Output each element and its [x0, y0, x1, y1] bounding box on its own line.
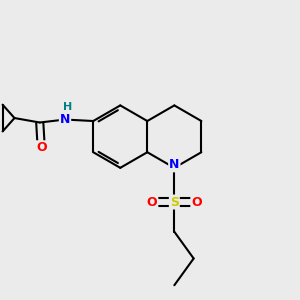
Text: O: O — [191, 196, 202, 208]
Text: S: S — [170, 196, 179, 208]
Text: N: N — [60, 113, 70, 126]
Text: H: H — [63, 102, 72, 112]
Text: O: O — [147, 196, 158, 208]
Text: O: O — [36, 141, 46, 154]
Text: N: N — [169, 158, 179, 171]
